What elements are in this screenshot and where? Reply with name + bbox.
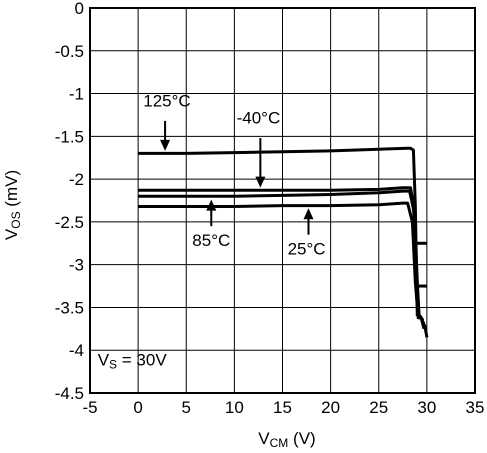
y-tick-label: -3.5 bbox=[55, 298, 84, 317]
x-tick-label: 15 bbox=[273, 398, 292, 417]
x-tick-label: 35 bbox=[466, 398, 485, 417]
x-tick-label: 5 bbox=[182, 398, 191, 417]
y-tick-labels: 0 -0.5 -1 -1.5 -2 -2.5 -3 -3.5 -4 -4.5 bbox=[55, 0, 84, 403]
y-tick-label: -2.5 bbox=[55, 213, 84, 232]
arrowhead bbox=[160, 139, 171, 151]
annotation-label: -40°C bbox=[237, 109, 281, 128]
arrowhead bbox=[206, 199, 217, 211]
plot-frame bbox=[89, 7, 476, 394]
annotation-label: 25°C bbox=[288, 239, 326, 258]
y-tick-label: -2 bbox=[69, 170, 84, 189]
y-tick-label: -4.5 bbox=[55, 384, 84, 403]
y-tick-label: -1.5 bbox=[55, 127, 84, 146]
y-tick-label: -0.5 bbox=[55, 42, 84, 61]
arrowhead bbox=[255, 176, 266, 188]
annotation-label: 85°C bbox=[192, 231, 230, 250]
y-tick-label: 0 bbox=[75, 0, 84, 18]
annotation-label: VS = 30V bbox=[98, 351, 168, 372]
arrowhead bbox=[303, 208, 314, 220]
x-tick-label: 30 bbox=[417, 398, 436, 417]
annotations: 125°C -40°C 85°C 25°C VS = 30V bbox=[98, 91, 326, 371]
x-axis-title: VCM (V) bbox=[258, 429, 315, 450]
series-line bbox=[138, 201, 429, 338]
y-tick-label: -3 bbox=[69, 256, 84, 275]
annotation-label: 125°C bbox=[143, 91, 190, 110]
y-axis-title: VOS (mV) bbox=[2, 170, 23, 240]
x-tick-label: 10 bbox=[225, 398, 244, 417]
series-line bbox=[138, 146, 419, 317]
y-tick-label: -4 bbox=[69, 341, 84, 360]
data-series bbox=[138, 146, 429, 338]
x-tick-label: 0 bbox=[133, 398, 142, 417]
y-tick-label: -1 bbox=[69, 85, 84, 104]
x-tick-labels: -5 0 5 10 15 20 25 30 35 bbox=[82, 398, 484, 417]
x-tick-label: -5 bbox=[82, 398, 97, 417]
x-tick-label: 20 bbox=[321, 398, 340, 417]
x-tick-label: 25 bbox=[369, 398, 388, 417]
